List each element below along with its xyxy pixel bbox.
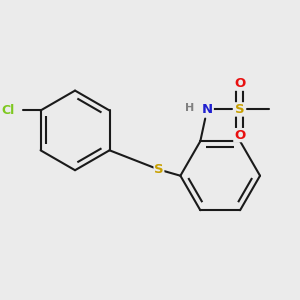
Text: O: O bbox=[234, 129, 245, 142]
Text: H: H bbox=[184, 103, 194, 113]
Text: S: S bbox=[235, 103, 244, 116]
Text: Cl: Cl bbox=[2, 104, 15, 117]
Text: N: N bbox=[202, 103, 213, 116]
Text: S: S bbox=[154, 163, 164, 176]
Text: O: O bbox=[234, 77, 245, 90]
